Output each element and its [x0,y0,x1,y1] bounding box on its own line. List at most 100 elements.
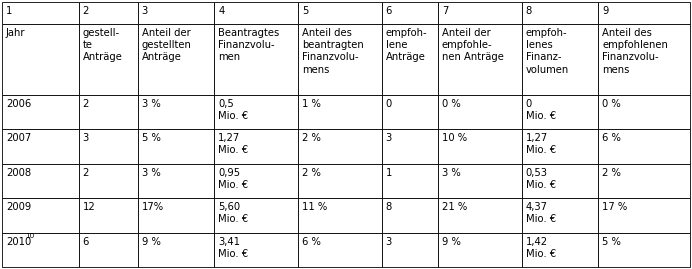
Text: 1 %: 1 % [302,99,321,109]
Bar [2,232,79,267]
Text: 3: 3 [385,133,392,143]
Bar [438,129,522,164]
Bar [382,198,438,232]
Bar [2,24,79,95]
Bar [438,164,522,198]
Bar [138,95,215,129]
Bar [138,2,215,24]
Bar [215,232,298,267]
Bar [215,129,298,164]
Text: 5,60
Mio. €: 5,60 Mio. € [218,202,248,224]
Text: 5 %: 5 % [142,133,161,143]
Text: 2009: 2009 [6,202,31,212]
Text: Anteil des
empfohlenen
Finanzvolu-
mens: Anteil des empfohlenen Finanzvolu- mens [602,28,668,75]
Text: 2010: 2010 [6,236,31,246]
Text: 2007: 2007 [6,133,31,143]
Bar [382,164,438,198]
Text: 2 %: 2 % [302,133,321,143]
Bar [598,198,690,232]
Text: Anteil der
gestellten
Anträge: Anteil der gestellten Anträge [142,28,192,62]
Text: 8: 8 [525,6,532,16]
Bar [298,2,382,24]
Bar [79,95,138,129]
Bar [598,164,690,198]
Bar [215,198,298,232]
Text: 2: 2 [82,6,89,16]
Bar [522,24,598,95]
Text: 3: 3 [142,6,148,16]
Bar [598,232,690,267]
Bar [215,2,298,24]
Bar [382,232,438,267]
Bar [215,95,298,129]
Text: 3: 3 [385,236,392,246]
Bar [382,95,438,129]
Text: empfoh-
lene
Anträge: empfoh- lene Anträge [385,28,428,62]
Text: 0 %: 0 % [442,99,461,109]
Bar [79,24,138,95]
Text: 2: 2 [82,99,89,109]
Text: 1: 1 [6,6,12,16]
Bar [382,129,438,164]
Text: 4,37
Mio. €: 4,37 Mio. € [525,202,556,224]
Text: 0,5
Mio. €: 0,5 Mio. € [218,99,248,121]
Text: 6 %: 6 % [302,236,321,246]
Text: 8: 8 [385,202,392,212]
Bar [438,2,522,24]
Text: 2 %: 2 % [602,168,621,178]
Bar [138,129,215,164]
Text: 1,42
Mio. €: 1,42 Mio. € [525,236,556,259]
Bar [2,164,79,198]
Bar [298,129,382,164]
Bar [598,2,690,24]
Bar [522,129,598,164]
Bar [438,232,522,267]
Text: 6: 6 [385,6,392,16]
Text: empfoh-
lenes
Finanz-
volumen: empfoh- lenes Finanz- volumen [525,28,569,75]
Text: Anteil der
empfohle-
nen Anträge: Anteil der empfohle- nen Anträge [442,28,504,62]
Bar [598,95,690,129]
Text: 0
Mio. €: 0 Mio. € [525,99,556,121]
Text: 3,41
Mio. €: 3,41 Mio. € [218,236,248,259]
Text: Jahr: Jahr [6,28,26,38]
Bar [382,24,438,95]
Text: 3 %: 3 % [442,168,461,178]
Bar [138,24,215,95]
Text: 12: 12 [82,202,95,212]
Text: 2 %: 2 % [302,168,321,178]
Text: 1: 1 [385,168,392,178]
Bar [298,95,382,129]
Bar [598,129,690,164]
Text: 0,95
Mio. €: 0,95 Mio. € [218,168,248,190]
Text: 1,27
Mio. €: 1,27 Mio. € [218,133,248,155]
Text: 10 %: 10 % [442,133,467,143]
Bar [215,24,298,95]
Bar [79,129,138,164]
Text: 6: 6 [82,236,89,246]
Text: 2008: 2008 [6,168,31,178]
Text: 21 %: 21 % [442,202,467,212]
Text: 0,53
Mio. €: 0,53 Mio. € [525,168,556,190]
Bar [522,2,598,24]
Bar [298,198,382,232]
Text: 11 %: 11 % [302,202,327,212]
Text: 9 %: 9 % [142,236,161,246]
Text: 1,27
Mio. €: 1,27 Mio. € [525,133,556,155]
Bar [79,198,138,232]
Text: 10: 10 [26,233,35,239]
Text: 17%: 17% [142,202,164,212]
Bar [298,24,382,95]
Bar [138,164,215,198]
Text: 3 %: 3 % [142,168,161,178]
Text: 0: 0 [385,99,392,109]
Text: 0 %: 0 % [602,99,621,109]
Bar [438,95,522,129]
Text: gestell-
te
Anträge: gestell- te Anträge [82,28,122,62]
Bar [138,198,215,232]
Text: Beantragtes
Finanzvolu-
men: Beantragtes Finanzvolu- men [218,28,280,62]
Bar [298,232,382,267]
Text: 17 %: 17 % [602,202,628,212]
Bar [79,2,138,24]
Bar [2,129,79,164]
Bar [438,24,522,95]
